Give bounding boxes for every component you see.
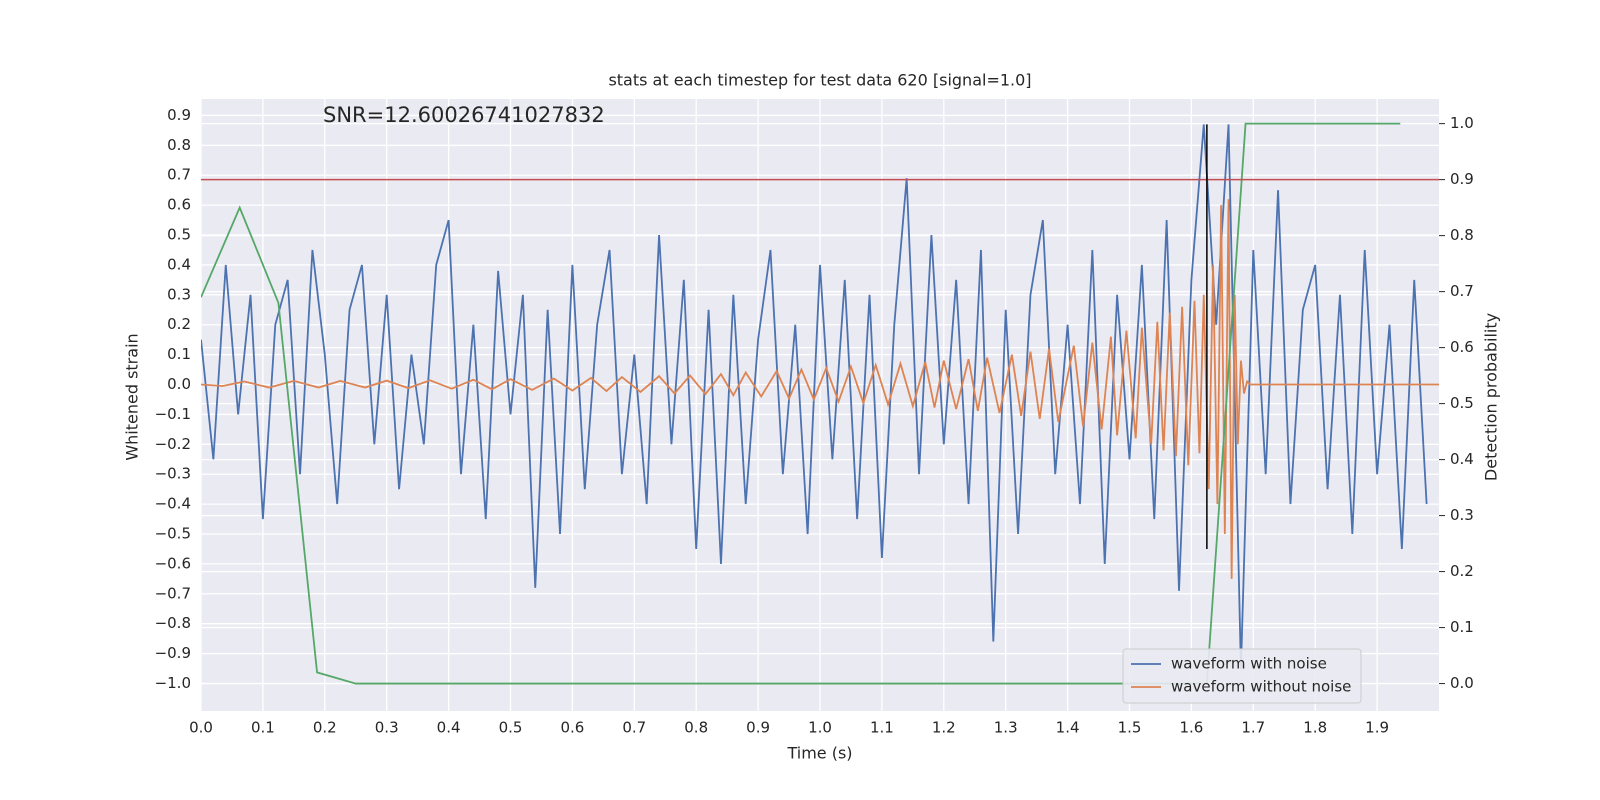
y2-tick-label: 0.1	[1450, 618, 1474, 636]
y-tick-label: 0.3	[167, 285, 191, 303]
x-tick-label: 0.4	[437, 719, 461, 737]
y-tick-label: 0.6	[167, 196, 191, 214]
y-tick-label: −0.8	[155, 614, 191, 632]
y-tick-label: 0.4	[167, 255, 191, 273]
y2-tick-label: 0.7	[1450, 282, 1474, 300]
y-tick-label: −0.7	[155, 584, 191, 602]
y2-tick-label: 1.0	[1450, 114, 1474, 132]
x-tick-label: 1.5	[1118, 719, 1142, 737]
y2-tick-label: 0.5	[1450, 394, 1474, 412]
y-tick-label: 0.7	[167, 166, 191, 184]
y-tick-label: 0.5	[167, 226, 191, 244]
y-tick-label: −0.1	[155, 405, 191, 423]
legend-box	[1122, 648, 1362, 704]
y2-tick-label: 0.8	[1450, 226, 1474, 244]
x-tick-label: 0.0	[189, 719, 213, 737]
y-tick-label: 0.8	[167, 136, 191, 154]
x-tick-label: 0.9	[746, 719, 770, 737]
series-line	[201, 122, 1401, 685]
y2-tick-label: 0.2	[1450, 562, 1474, 580]
y-tick-label: −0.6	[155, 554, 191, 572]
x-tick-label: 0.6	[560, 719, 584, 737]
y2-axis-label: Detection probability	[1482, 313, 1501, 481]
y-tick-label: 0.1	[167, 345, 191, 363]
x-tick-label: 0.8	[684, 719, 708, 737]
y2-tick-label: 0.3	[1450, 506, 1474, 524]
legend-label: waveform without noise	[1171, 678, 1351, 696]
x-axis-label: Time (s)	[786, 744, 852, 763]
y2-tick-label: 0.6	[1450, 338, 1474, 356]
y2-tick-label: 0.4	[1450, 450, 1474, 468]
y-tick-label: −0.5	[155, 525, 191, 543]
x-tick-label: 1.6	[1179, 719, 1203, 737]
y2-tick-label: 0.0	[1450, 674, 1474, 692]
x-tick-label: 1.3	[994, 719, 1018, 737]
x-tick-label: 1.0	[808, 719, 832, 737]
x-tick-label: 0.3	[375, 719, 399, 737]
x-tick-label: 1.7	[1241, 719, 1265, 737]
x-tick-label: 1.1	[870, 719, 894, 737]
x-tick-label: 1.2	[932, 719, 956, 737]
annotation: SNR=12.60026741027832	[323, 103, 605, 127]
y-tick-label: −0.4	[155, 495, 191, 513]
legend-label: waveform with noise	[1171, 655, 1327, 673]
y-tick-label: 0.0	[167, 375, 191, 393]
y-tick-label: −0.9	[155, 644, 191, 662]
y-tick-label: −0.3	[155, 465, 191, 483]
x-tick-label: 0.1	[251, 719, 275, 737]
x-tick-label: 1.4	[1056, 719, 1080, 737]
x-tick-label: 1.9	[1365, 719, 1389, 737]
y-tick-label: 0.2	[167, 315, 191, 333]
chart-title: stats at each timestep for test data 620…	[608, 71, 1031, 90]
x-tick-label: 1.8	[1303, 719, 1327, 737]
x-tick-label: 0.7	[622, 719, 646, 737]
y-axis-label: Whitened strain	[123, 333, 142, 460]
x-tick-label: 0.2	[313, 719, 337, 737]
series-line	[201, 199, 1439, 579]
x-tick-label: 0.5	[499, 719, 523, 737]
y-tick-label: −0.2	[155, 435, 191, 453]
y2-tick-label: 0.9	[1450, 170, 1474, 188]
y-tick-label: 0.9	[167, 106, 191, 124]
y-tick-label: −1.0	[155, 674, 191, 692]
